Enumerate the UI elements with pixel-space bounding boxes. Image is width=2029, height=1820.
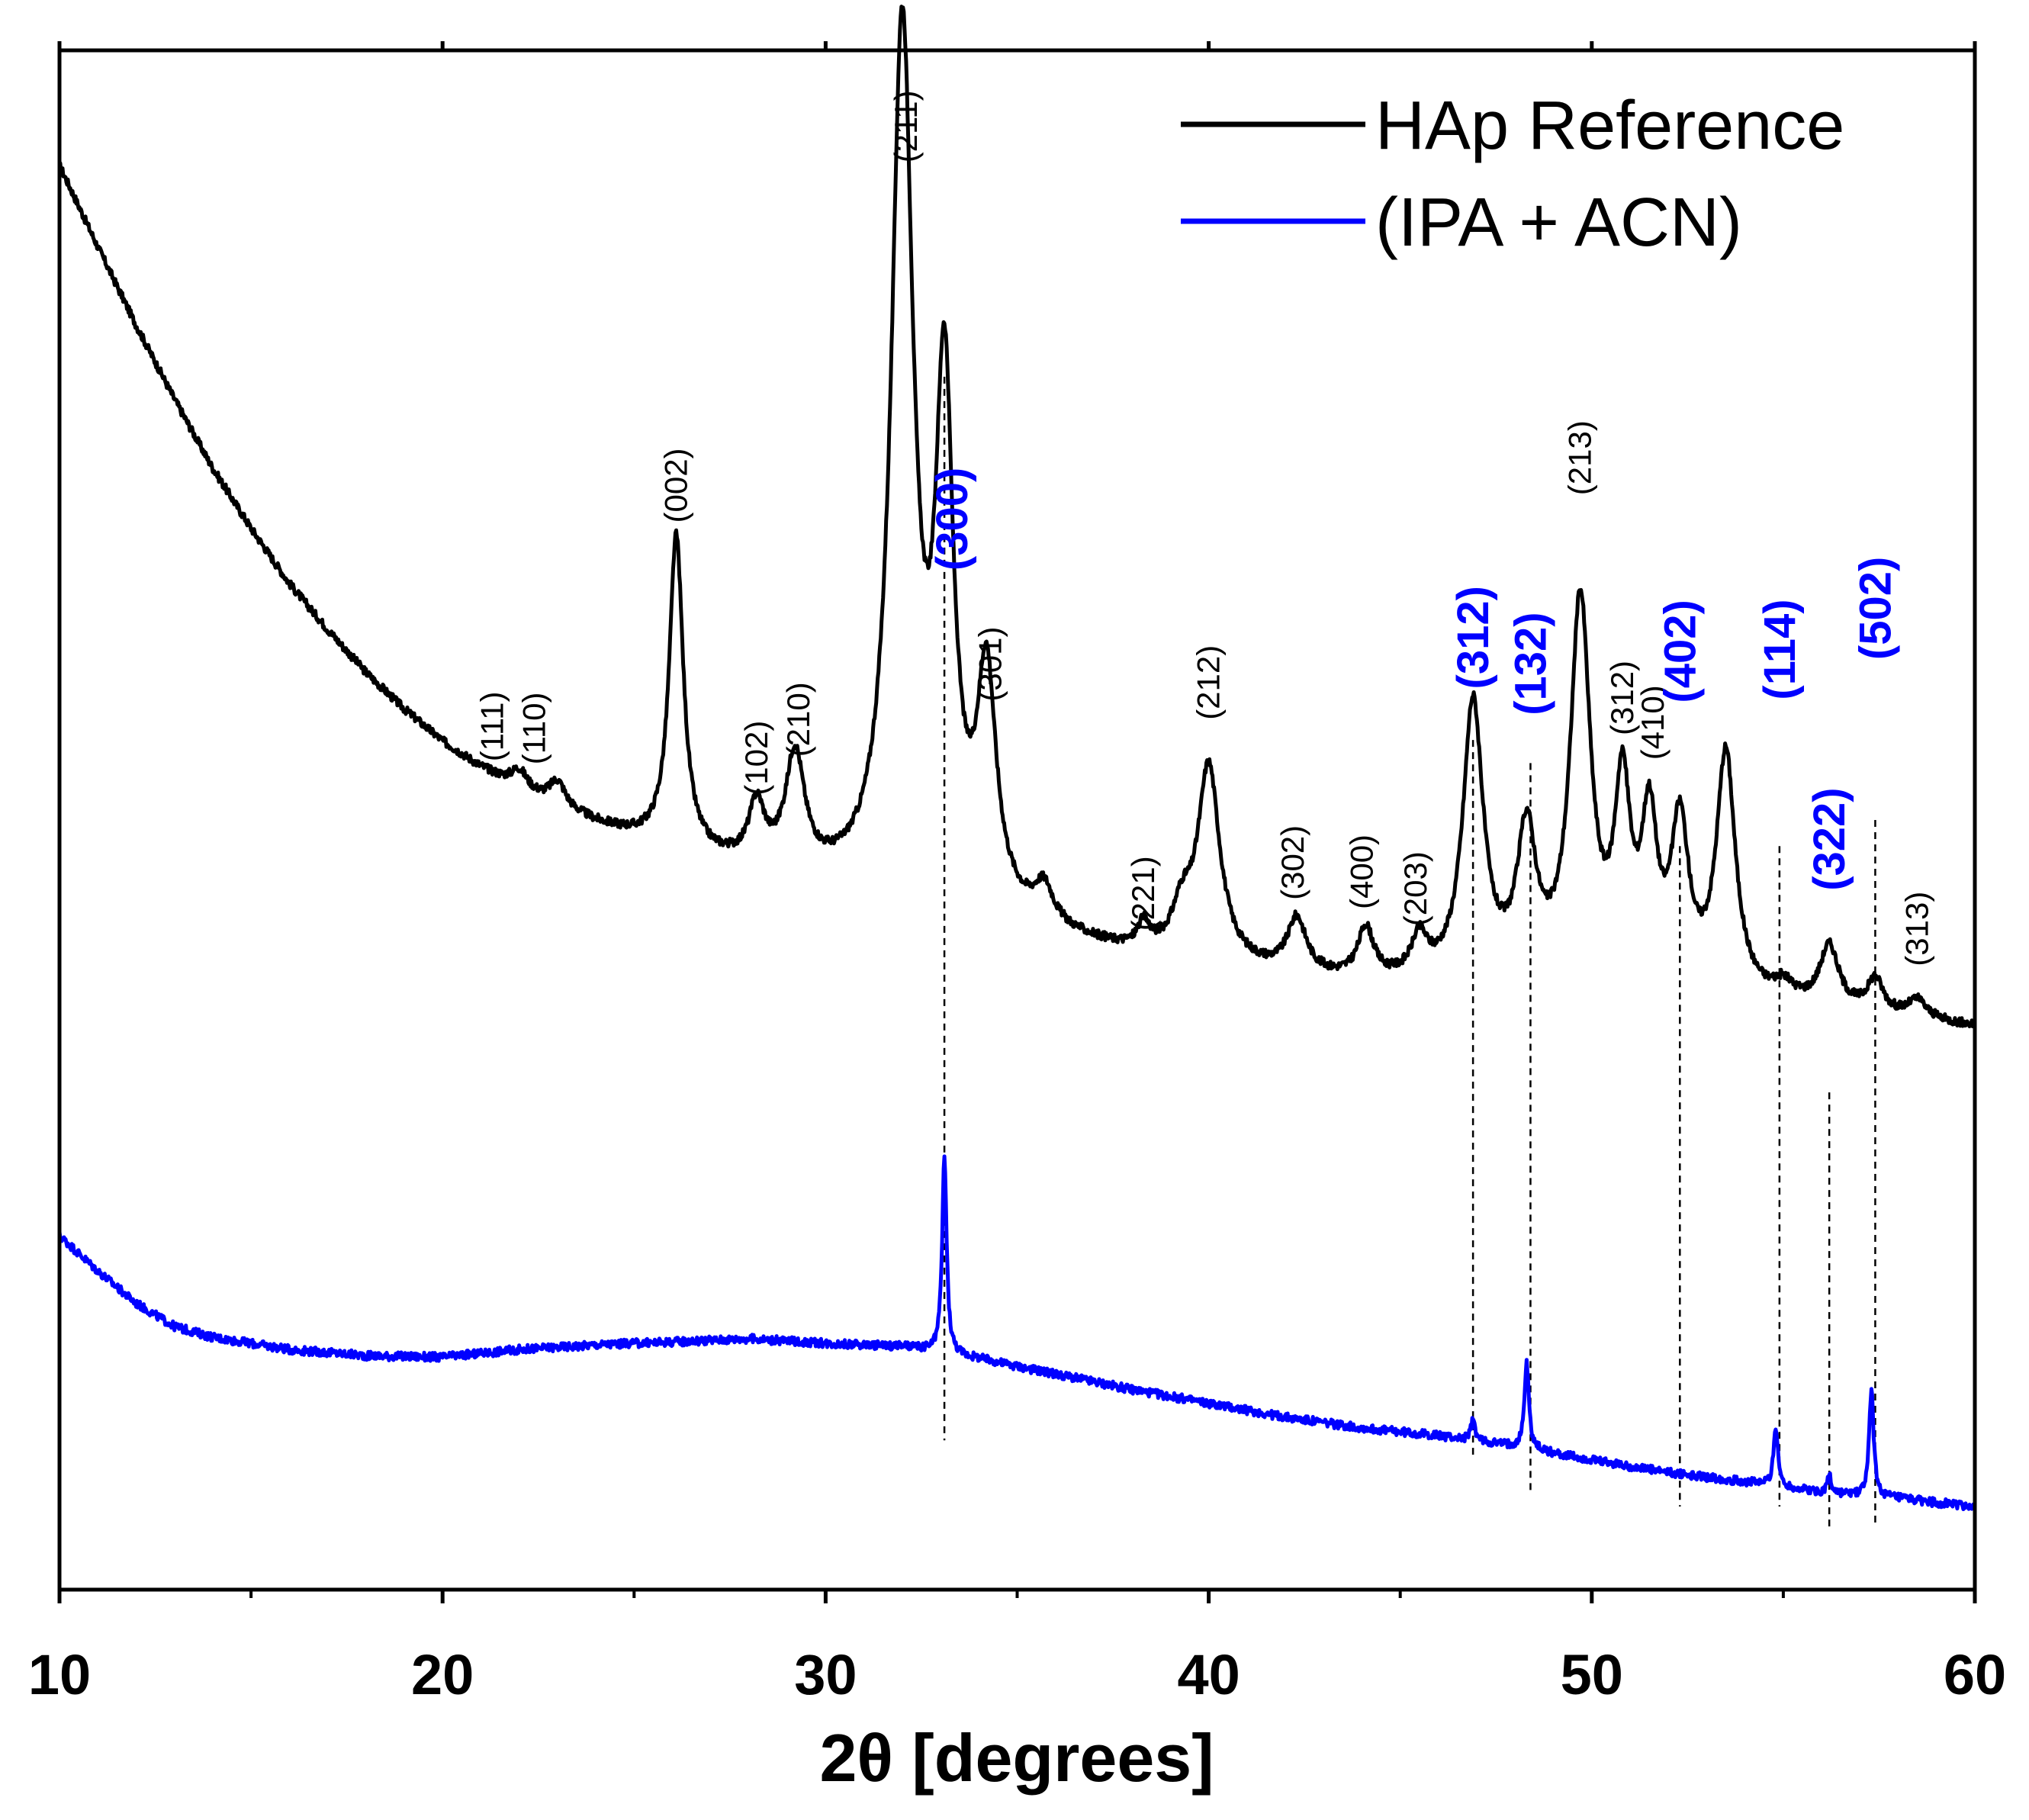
peak-labels: (111) (110) (002) (102)(210) (211) (300) (301)… (474, 90, 1935, 966)
peak-label-301-7: (301) (972, 627, 1008, 702)
legend: HAp Reference (IPA + ACN) (1181, 88, 1844, 261)
peak-label-400-11: (400) (1344, 834, 1380, 909)
x-axis-ticks: 10 20 30 40 50 60 (28, 41, 2006, 1706)
x-tick-label-40: 40 (1177, 1643, 1240, 1706)
peak-label-114-19: (114) (1755, 599, 1805, 699)
peak-label-110-1: (110) (516, 692, 552, 764)
peak-label-302-10: (302) (1275, 825, 1310, 900)
peak-label-132-14: (132) (1506, 612, 1555, 715)
x-tick-label-20: 20 (411, 1643, 474, 1706)
legend-label-ipa-acn: (IPA + ACN) (1375, 185, 1742, 261)
x-tick-label-30: 30 (794, 1643, 857, 1706)
peak-label-300-6: (300) (928, 468, 977, 571)
series-line-ipa-acn (57, 1154, 1976, 1512)
reference-lines (943, 376, 1876, 1529)
peak-label-203-12: (203) (1397, 851, 1433, 926)
peak-label-211-5: (211) (888, 90, 924, 162)
legend-label-hap-reference: HAp Reference (1375, 88, 1844, 164)
series-line-hap-reference (57, 5, 1977, 1029)
peak-label-312-13: (312) (1449, 586, 1498, 689)
x-tick-label-50: 50 (1561, 1643, 1623, 1706)
peak-label-002-2: (002) (658, 448, 694, 523)
peak-label-410-17: (410) (1635, 685, 1670, 760)
peak-label-212-9: (212) (1191, 645, 1227, 720)
x-tick-label-60: 60 (1944, 1643, 2006, 1706)
peak-label-111-0: (111) (474, 691, 510, 761)
peak-label-221-8: (221) (1125, 856, 1161, 931)
peak-label-402-18: (402) (1655, 600, 1705, 703)
peak-label-102-3: (102) (738, 721, 774, 796)
peak-label-502-21: (502) (1851, 557, 1900, 660)
peak-label-210-4: (210) (780, 682, 816, 757)
peak-label-322-20: (322) (1805, 787, 1854, 890)
x-axis-label: 2θ [degrees] (819, 1720, 1214, 1796)
peak-label-213-15: (213) (1562, 420, 1598, 495)
series-lines (57, 5, 1977, 1512)
plot-frame (57, 48, 1977, 1592)
peak-label-312-16: (312) (1604, 661, 1640, 735)
x-tick-label-10: 10 (28, 1643, 91, 1706)
peak-label-313-22: (313) (1899, 892, 1935, 966)
